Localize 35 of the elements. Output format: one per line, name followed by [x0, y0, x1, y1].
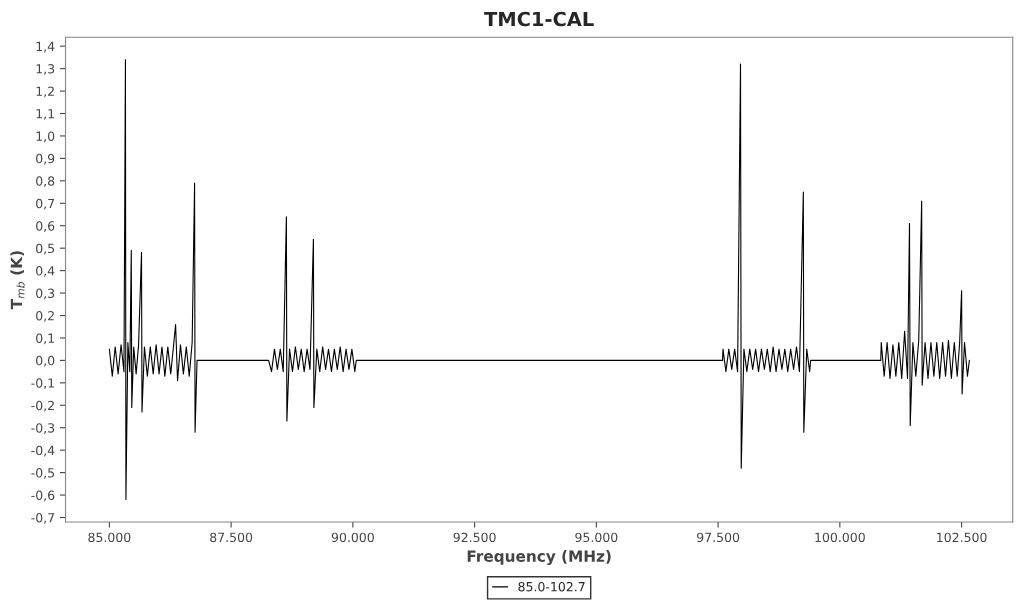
x-tick-label: 92.500	[453, 532, 496, 543]
x-tick-label: 100.000	[815, 532, 865, 543]
x-axis-title: Frequency (MHz)	[467, 550, 611, 565]
y-tick-label: -0,4	[31, 445, 55, 457]
y-tick-label: 0,2	[36, 310, 54, 322]
x-tick-label: 102.500	[937, 532, 987, 543]
y-tick-label: -0,1	[31, 378, 54, 390]
x-tick-label: 95.000	[575, 532, 618, 543]
y-tick-label: 0,9	[36, 153, 55, 165]
y-tick-label: 0,6	[36, 221, 55, 232]
y-tick-label: 0,8	[36, 176, 55, 188]
x-tick-label: 90.000	[331, 532, 374, 543]
y-tick-label: 1,1	[36, 109, 54, 120]
y-tick-label: 0,3	[36, 288, 55, 300]
x-tick-label: 85.000	[88, 532, 131, 543]
y-tick-label: 0,1	[36, 333, 54, 345]
y-tick-label: 0,4	[36, 266, 55, 277]
y-tick-label: -0,7	[31, 512, 55, 524]
legend-label: 85.0-102.7	[518, 581, 585, 592]
y-tick-label: 1,2	[36, 86, 54, 98]
y-tick-label: -0,5	[31, 468, 55, 479]
y-tick-label: 1,4	[36, 41, 55, 53]
y-tick-label: 0,5	[36, 243, 55, 255]
y-tick-label: -0,6	[31, 490, 55, 502]
chart-title: TMC1-CAL	[484, 11, 594, 27]
y-axis-title: T$_{mb}$ (K)	[10, 251, 25, 310]
line-series	[108, 59, 970, 501]
y-tick-label: -0,3	[31, 423, 55, 434]
x-tick-label: 87.500	[210, 532, 253, 543]
y-tick-label: 1,0	[36, 131, 55, 143]
x-tick-label: 97.500	[697, 532, 740, 543]
y-tick-label: 1,3	[36, 64, 55, 75]
y-tick-label: -0,2	[31, 400, 54, 412]
y-tick-label: 0,7	[36, 198, 55, 210]
y-tick-label: 0,0	[36, 355, 55, 367]
